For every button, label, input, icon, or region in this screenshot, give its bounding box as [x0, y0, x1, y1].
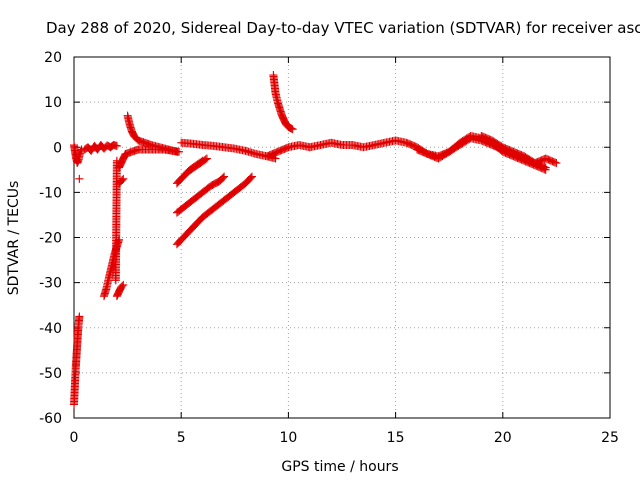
data-point [75, 312, 84, 321]
y-tick-label: 20 [44, 50, 62, 66]
data-point [246, 173, 255, 182]
data-point [75, 174, 84, 183]
series-arc-13 [183, 154, 211, 177]
series-arc-2 [70, 312, 84, 409]
y-tick-labels: -60 -50 -40 -30 -20 -10 0 10 20 [39, 50, 62, 427]
chart-title: Day 288 of 2020, Sidereal Day-to-day VTE… [46, 19, 640, 37]
series-arc-11 [121, 145, 184, 159]
x-tick-label: 20 [494, 430, 512, 446]
data-point [119, 174, 128, 183]
data-point [201, 155, 210, 164]
data-point [552, 159, 561, 168]
data-point [551, 158, 560, 167]
series-arc-3 [75, 174, 84, 183]
grid [74, 57, 610, 418]
data-point [112, 141, 121, 150]
data-points [70, 71, 561, 409]
data-point [175, 147, 184, 156]
series-arc-7 [111, 156, 121, 285]
y-tick-label: -30 [39, 276, 62, 292]
data-point [119, 280, 128, 289]
series-arc-6 [112, 280, 128, 301]
data-point [288, 125, 297, 134]
series-arc-15 [172, 172, 256, 249]
data-point [219, 173, 228, 182]
x-tick-labels: 0 5 10 15 20 25 [70, 430, 619, 446]
y-tick-label: -20 [39, 231, 62, 247]
x-tick-label: 15 [387, 430, 405, 446]
y-axis-label: SDTVAR / TECUs [6, 181, 22, 296]
x-tick-label: 10 [279, 430, 297, 446]
data-point [247, 172, 256, 181]
x-tick-label: 25 [601, 430, 619, 446]
y-tick-label: -50 [39, 366, 62, 382]
data-point [287, 124, 296, 133]
y-tick-label: -60 [39, 411, 62, 427]
series-arc-14 [172, 172, 229, 217]
x-tick-label: 0 [70, 430, 79, 446]
series-arc-17 [269, 71, 297, 134]
data-point [118, 175, 127, 184]
series-arc-1 [70, 140, 86, 168]
series-arc-21 [477, 131, 561, 168]
y-tick-label: -10 [39, 185, 62, 201]
plot-frame [73, 56, 611, 419]
series-arc-8 [115, 174, 128, 188]
series-arc-4 [80, 140, 121, 155]
x-tick-label: 5 [177, 430, 186, 446]
x-axis-label: GPS time / hours [281, 459, 398, 475]
y-tick-label: 0 [53, 140, 62, 156]
data-point [541, 163, 550, 172]
data-point [540, 162, 549, 171]
series-arc-16 [177, 138, 280, 163]
y-tick-label: 10 [44, 95, 62, 111]
data-point [202, 154, 211, 163]
data-point [118, 282, 127, 291]
data-point [220, 172, 229, 181]
y-tick-label: -40 [39, 321, 62, 337]
